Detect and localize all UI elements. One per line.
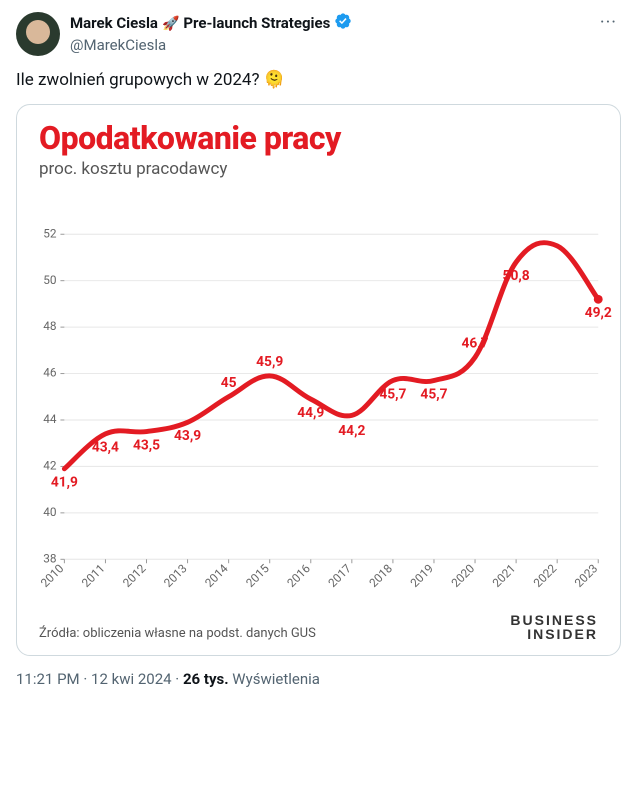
svg-text:2022: 2022 [531,561,560,590]
svg-text:44,2: 44,2 [338,423,365,439]
chart-source: Źródła: obliczenia własne na podst. dany… [39,626,316,641]
user-handle[interactable]: @MarekCiesla [70,36,586,56]
svg-text:2013: 2013 [161,561,190,590]
svg-text:2015: 2015 [243,561,272,590]
svg-text:52: 52 [43,226,57,240]
chart-title: Opodatkowanie pracy [23,119,614,157]
svg-text:42: 42 [43,459,57,473]
rocket-icon: 🚀 [162,15,179,33]
tweet-time[interactable]: 11:21 PM [16,670,80,688]
svg-text:2019: 2019 [407,561,436,590]
svg-text:2023: 2023 [572,561,601,590]
svg-text:45: 45 [221,375,237,391]
svg-text:50,8: 50,8 [503,268,530,284]
tweet-date[interactable]: 12 kwi 2024 [91,670,172,688]
svg-text:44,9: 44,9 [297,405,324,421]
svg-text:45,7: 45,7 [379,386,406,402]
svg-text:2014: 2014 [202,561,231,590]
svg-text:2020: 2020 [448,561,477,590]
avatar[interactable] [16,12,60,56]
svg-text:2018: 2018 [366,561,395,590]
chart-card[interactable]: Opodatkowanie pracy proc. kosztu pracoda… [16,104,621,656]
chart-subtitle: proc. kosztu pracodawcy [23,159,614,179]
views-count: 26 tys. [183,670,229,688]
business-insider-logo: BUSINESS INSIDER [510,613,598,641]
svg-text:41,9: 41,9 [51,474,78,490]
svg-text:44: 44 [43,412,57,426]
svg-text:43,5: 43,5 [133,437,160,453]
svg-text:40: 40 [43,505,56,519]
svg-text:43,9: 43,9 [174,428,201,444]
display-name-suffix: Pre-launch Strategies [183,14,330,34]
display-name[interactable]: Marek Ciesla [70,14,158,34]
svg-text:2016: 2016 [284,561,313,590]
svg-text:2011: 2011 [79,561,108,590]
line-chart: 3840424446485052201020112012201320142015… [23,185,614,609]
svg-text:2010: 2010 [38,561,67,590]
svg-text:2017: 2017 [325,561,354,590]
tweet-meta: 11:21 PM · 12 kwi 2024 · 26 tys. Wyświet… [16,670,621,688]
tweet-text: Ile zwolnień grupowych w 2024? 🫠 [16,70,621,90]
svg-text:2012: 2012 [120,561,149,590]
svg-text:45,7: 45,7 [420,386,447,402]
more-button[interactable]: ··· [596,12,621,33]
verified-badge-icon [334,12,352,36]
svg-text:46: 46 [43,366,57,380]
svg-text:2021: 2021 [490,561,519,590]
svg-text:49,2: 49,2 [585,305,612,321]
views-label: Wyświetlenia [232,670,320,688]
svg-text:43,4: 43,4 [92,440,119,456]
svg-text:46,7: 46,7 [461,335,488,351]
svg-text:50: 50 [43,273,56,287]
svg-text:48: 48 [43,319,56,333]
svg-text:45,9: 45,9 [256,354,283,370]
